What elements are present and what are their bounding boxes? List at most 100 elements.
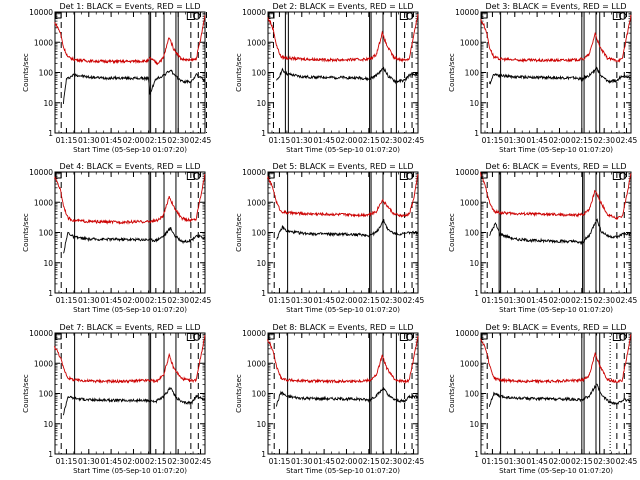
y-tick-label: 1000 — [247, 38, 266, 47]
circle-marker — [193, 12, 201, 20]
x-tick-label: 02:00 — [123, 136, 145, 145]
x-tick-label: 02:30 — [167, 296, 189, 305]
corner-square-marker — [55, 172, 62, 179]
y-tick-label: 100 — [465, 390, 480, 399]
y-axis-label: Counts/sec — [448, 53, 456, 92]
square-marker — [186, 12, 195, 20]
x-tick-label: 02:30 — [593, 136, 615, 145]
circle-marker — [406, 12, 414, 20]
x-tick-label: 02:45 — [616, 136, 638, 145]
square-marker — [399, 12, 408, 20]
panel-title: Det 4: BLACK = Events, RED = LLD — [60, 162, 201, 171]
x-axis-label: Start Time (05-Sep-10 01:07:20) — [286, 467, 400, 475]
y-tick-label: 10 — [43, 420, 53, 429]
y-tick-label: 10000 — [242, 8, 266, 17]
x-tick-label: 02:15 — [145, 457, 167, 466]
y-axis-label: Counts/sec — [448, 374, 456, 413]
plot-frame — [267, 332, 419, 455]
y-tick-label: 100 — [39, 390, 54, 399]
x-tick-label: 02:30 — [593, 457, 615, 466]
corner-square-marker — [268, 333, 275, 340]
x-tick-label: 01:15 — [269, 136, 291, 145]
plot-frame — [267, 171, 419, 294]
lld-series-line — [267, 335, 419, 385]
corner-square-marker — [268, 172, 275, 179]
x-tick-label: 01:15 — [482, 136, 504, 145]
y-tick-label: 1000 — [460, 38, 479, 47]
panel-title: Det 9: BLACK = Events, RED = LLD — [486, 323, 627, 332]
y-tick-label: 100 — [39, 229, 54, 238]
y-axis-label: Counts/sec — [448, 213, 456, 252]
x-tick-label: 01:45 — [526, 296, 548, 305]
x-tick-label: 01:30 — [291, 296, 313, 305]
y-tick-label: 1 — [261, 289, 266, 298]
detector-panel-4: Det 4: BLACK = Events, RED = LLD 1 10 100 10… — [22, 162, 212, 314]
plot-frame — [54, 171, 206, 294]
x-tick-label: 01:30 — [504, 296, 526, 305]
x-tick-label: 02:45 — [403, 296, 425, 305]
x-axis-label: Start Time (05-Sep-10 01:07:20) — [286, 146, 400, 154]
y-tick-label: 10000 — [29, 329, 53, 338]
y-axis-label: Counts/sec — [235, 213, 243, 252]
y-tick-label: 10 — [256, 99, 266, 108]
lld-series-line — [480, 14, 632, 63]
x-tick-label: 01:15 — [56, 457, 78, 466]
y-tick-label: 10000 — [242, 168, 266, 177]
x-tick-label: 01:30 — [504, 136, 526, 145]
y-tick-label: 100 — [252, 69, 267, 78]
y-tick-label: 1000 — [460, 198, 479, 207]
detector-panel-3: Det 3: BLACK = Events, RED = LLD 1 10 100 10… — [448, 2, 638, 154]
lld-series-line — [480, 172, 632, 220]
circle-marker — [619, 333, 627, 341]
x-axis-label: Start Time (05-Sep-10 01:07:20) — [286, 306, 400, 314]
lld-series-line — [54, 173, 206, 225]
x-tick-label: 02:00 — [336, 296, 358, 305]
square-marker — [186, 172, 195, 180]
circle-marker — [193, 172, 201, 180]
x-tick-label: 02:30 — [380, 296, 402, 305]
panel-title: Det 2: BLACK = Events, RED = LLD — [273, 2, 414, 11]
y-tick-label: 1000 — [460, 359, 479, 368]
y-tick-label: 100 — [252, 229, 267, 238]
x-axis-label: Start Time (05-Sep-10 01:07:20) — [499, 146, 613, 154]
y-axis-label: Counts/sec — [235, 53, 243, 92]
x-tick-label: 01:45 — [313, 136, 335, 145]
events-series-line — [488, 383, 632, 407]
x-tick-label: 01:30 — [78, 457, 100, 466]
square-marker — [399, 172, 408, 180]
y-tick-label: 1000 — [247, 198, 266, 207]
x-axis-label: Start Time (05-Sep-10 01:07:20) — [73, 467, 187, 475]
y-tick-label: 100 — [465, 229, 480, 238]
panel-title: Det 8: BLACK = Events, RED = LLD — [273, 323, 414, 332]
y-tick-label: 10 — [256, 259, 266, 268]
x-tick-label: 02:30 — [380, 136, 402, 145]
y-axis-label: Counts/sec — [22, 53, 30, 92]
y-axis-label: Counts/sec — [22, 374, 30, 413]
x-tick-label: 02:30 — [380, 457, 402, 466]
square-marker — [186, 333, 195, 341]
y-tick-label: 1 — [474, 289, 479, 298]
y-tick-label: 1 — [474, 129, 479, 138]
x-tick-label: 02:00 — [549, 296, 571, 305]
x-tick-label: 02:45 — [616, 296, 638, 305]
y-tick-label: 1 — [48, 450, 53, 459]
y-axis-label: Counts/sec — [22, 213, 30, 252]
x-tick-label: 01:30 — [291, 457, 313, 466]
events-series-line — [488, 66, 632, 85]
lld-series-line — [54, 15, 206, 66]
circle-marker — [406, 172, 414, 180]
plot-frame — [267, 11, 419, 134]
x-tick-label: 02:00 — [336, 457, 358, 466]
plot-frame — [480, 11, 632, 134]
plot-frame — [480, 171, 632, 294]
detector-panel-9: Det 9: BLACK = Events, RED = LLD 1 10 100 10… — [448, 323, 638, 475]
x-tick-label: 01:15 — [56, 296, 78, 305]
x-tick-label: 01:15 — [56, 136, 78, 145]
x-tick-label: 02:00 — [549, 457, 571, 466]
circle-marker — [193, 333, 201, 341]
detector-panel-2: Det 2: BLACK = Events, RED = LLD 1 10 100 10… — [235, 2, 425, 154]
y-tick-label: 10000 — [455, 329, 479, 338]
x-tick-label: 01:15 — [269, 457, 291, 466]
y-tick-label: 10000 — [29, 168, 53, 177]
corner-square-marker — [481, 172, 488, 179]
